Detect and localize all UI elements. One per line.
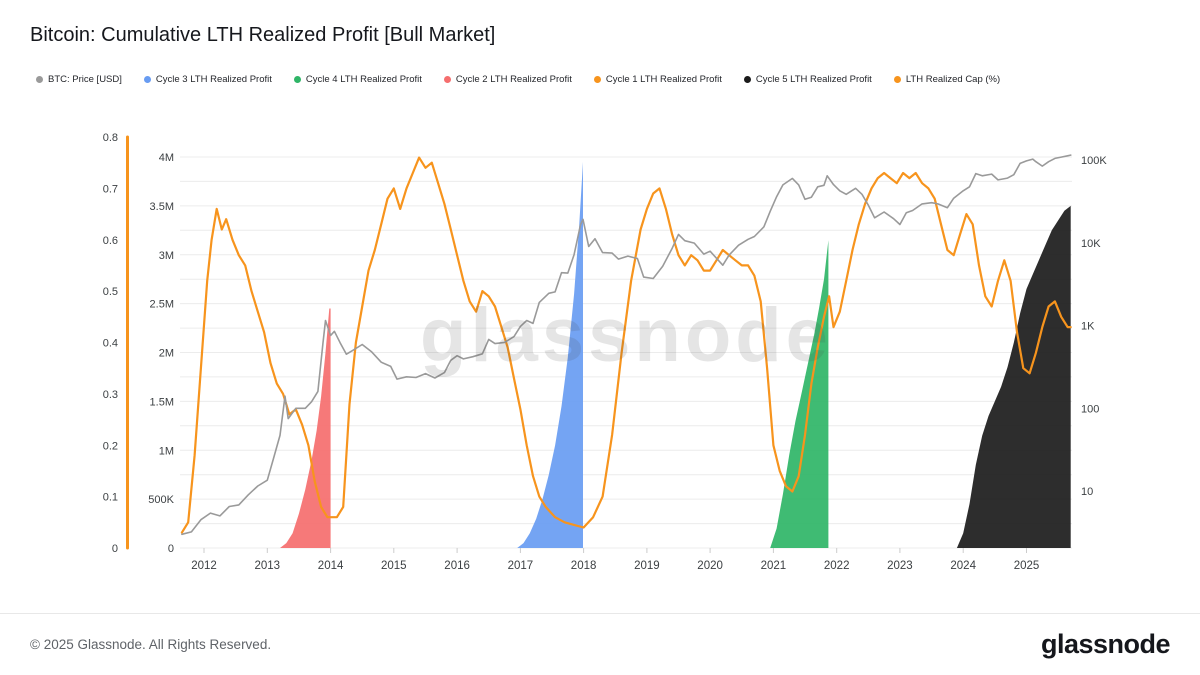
- legend-item-lth-realized-cap[interactable]: LTH Realized Cap (%): [893, 74, 1001, 85]
- profit-tick-label: 2.5M: [150, 299, 174, 311]
- legend-item-cycle-1-lth-realized-profit[interactable]: Cycle 1 LTH Realized Profit: [593, 74, 722, 85]
- year-label: 2012: [191, 560, 217, 572]
- legend-item-cycle-3-lth-realized-profit[interactable]: Cycle 3 LTH Realized Profit: [143, 74, 272, 85]
- cycle-5-lth-realized-profit-area: [956, 205, 1071, 548]
- legend-label: LTH Realized Cap (%): [905, 74, 1001, 85]
- profit-tick-label: 1M: [159, 445, 174, 457]
- percent-tick-label: 0.1: [103, 492, 118, 504]
- year-label: 2018: [571, 560, 597, 572]
- legend-label: Cycle 5 LTH Realized Profit: [755, 74, 872, 85]
- year-label: 2016: [444, 560, 470, 572]
- percent-tick-label: 0: [112, 543, 118, 555]
- year-label: 2022: [824, 560, 850, 572]
- legend-marker-icon: [293, 76, 301, 83]
- footer: © 2025 Glassnode. All Rights Reserved. g…: [0, 613, 1200, 675]
- percent-tick-label: 0.8: [103, 132, 118, 144]
- price-tick-label: 10: [1081, 486, 1093, 498]
- year-label: 2019: [634, 560, 660, 572]
- cycle-4-lth-realized-profit-area: [770, 240, 829, 548]
- profit-tick-label: 4M: [159, 152, 174, 164]
- legend-label: Cycle 3 LTH Realized Profit: [155, 74, 272, 85]
- legend-marker-icon: [593, 76, 601, 83]
- percent-tick-label: 0.3: [103, 389, 118, 401]
- percent-tick-label: 0.6: [103, 235, 118, 247]
- legend-label: Cycle 2 LTH Realized Profit: [455, 74, 572, 85]
- price-tick-label: 100K: [1081, 155, 1107, 167]
- price-tick-label: 1K: [1081, 321, 1095, 333]
- legend-label: Cycle 1 LTH Realized Profit: [605, 74, 722, 85]
- legend-item-btc-price-usd[interactable]: BTC: Price [USD]: [36, 74, 122, 85]
- year-label: 2025: [1014, 560, 1040, 572]
- percent-tick-label: 0.2: [103, 440, 118, 452]
- percent-tick-label: 0.7: [103, 183, 118, 195]
- btc-price-usd-line: [181, 154, 1072, 536]
- profit-tick-label: 3M: [159, 250, 174, 262]
- legend-label: Cycle 4 LTH Realized Profit: [305, 74, 422, 85]
- legend-marker-icon: [143, 76, 151, 83]
- price-tick-label: 100: [1081, 403, 1099, 415]
- cycle-2-lth-realized-profit-area: [280, 308, 331, 548]
- year-label: 2013: [255, 560, 281, 572]
- copyright-text: © 2025 Glassnode. All Rights Reserved.: [30, 637, 272, 652]
- year-label: 2014: [318, 560, 344, 572]
- legend-item-cycle-2-lth-realized-profit[interactable]: Cycle 2 LTH Realized Profit: [443, 74, 572, 85]
- legend-item-cycle-5-lth-realized-profit[interactable]: Cycle 5 LTH Realized Profit: [743, 74, 872, 85]
- profit-tick-label: 500K: [148, 494, 174, 506]
- page-title: Bitcoin: Cumulative LTH Realized Profit …: [30, 24, 496, 46]
- chart-legend: BTC: Price [USD] Cycle 3 LTH Realized Pro…: [36, 74, 1000, 85]
- glassnode-logo: glassnode: [1040, 629, 1171, 659]
- profit-tick-label: 1.5M: [150, 396, 174, 408]
- year-label: 2023: [887, 560, 913, 572]
- year-label: 2024: [950, 560, 976, 572]
- year-label: 2017: [508, 560, 534, 572]
- lth-realized-cap-line: [180, 156, 1072, 534]
- year-label: 2020: [697, 560, 723, 572]
- year-label: 2021: [761, 560, 787, 572]
- year-label: 2015: [381, 560, 407, 572]
- legend-marker-icon: [893, 76, 901, 83]
- percent-tick-label: 0.4: [103, 338, 118, 350]
- legend-marker-icon: [36, 76, 43, 83]
- legend-label: BTC: Price [USD]: [48, 74, 122, 85]
- legend-marker-icon: [443, 76, 451, 83]
- profit-tick-label: 2M: [159, 348, 174, 360]
- profit-tick-label: 0: [168, 543, 174, 555]
- profit-tick-label: 3.5M: [150, 201, 174, 213]
- percent-tick-label: 0.5: [103, 286, 118, 298]
- cycle-3-lth-realized-profit-area: [517, 161, 583, 548]
- legend-marker-icon: [743, 76, 751, 83]
- legend-item-cycle-4-lth-realized-profit[interactable]: Cycle 4 LTH Realized Profit: [293, 74, 422, 85]
- price-tick-label: 10K: [1081, 238, 1101, 250]
